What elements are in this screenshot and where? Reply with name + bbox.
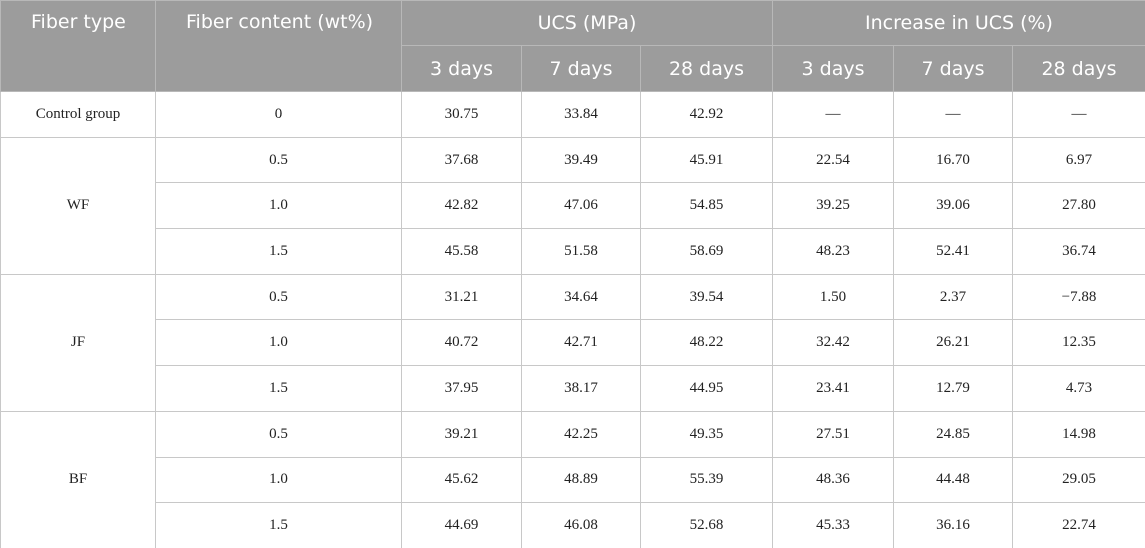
cell: 48.22 (640, 319, 773, 367)
cell: 16.70 (893, 136, 1013, 184)
table-row: 1.5 44.69 46.08 52.68 45.33 36.16 22.74 (1, 502, 1145, 548)
header-cell: Increase in UCS (%) (771, 0, 1145, 46)
cell: 36.74 (1011, 228, 1145, 275)
group-cell: WF (0, 136, 156, 275)
cell: 27.80 (1011, 182, 1145, 230)
cell: 39.21 (401, 410, 522, 458)
cell: 45.33 (772, 502, 894, 548)
header-cell: Fiber type (0, 0, 156, 92)
header-cell: 7 days (521, 45, 641, 92)
cell: 1.5 (155, 365, 402, 412)
cell: 42.71 (521, 319, 641, 367)
cell: — (772, 91, 894, 138)
header-cell: 7 days (893, 45, 1013, 92)
table-row: 1.0 42.82 47.06 54.85 39.25 39.06 27.80 (1, 182, 1145, 230)
cell: 37.68 (401, 136, 522, 184)
cell: 26.21 (893, 319, 1013, 367)
cell: 0.5 (155, 410, 402, 458)
cell: 1.5 (155, 228, 402, 275)
header-cell: 3 days (772, 45, 894, 92)
cell: 14.98 (1011, 410, 1145, 458)
cell: 48.89 (521, 456, 641, 504)
cell: 1.0 (155, 456, 402, 504)
cell: 47.06 (521, 182, 641, 230)
cell: 37.95 (401, 365, 522, 412)
cell: 42.25 (521, 410, 641, 458)
table-body: Control group 0 30.75 33.84 42.92— — — WF 0.5 37.… (0, 91, 1145, 548)
cell: 45.62 (401, 456, 522, 504)
cell: 34.64 (521, 273, 641, 321)
cell: 40.72 (401, 319, 522, 367)
cell: 1.5 (155, 502, 402, 548)
cell: −7.88 (1011, 273, 1145, 321)
cell: 48.23 (772, 228, 894, 275)
cell: 51.58 (521, 228, 641, 275)
cell: 42.82 (401, 182, 522, 230)
cell: 22.54 (772, 136, 894, 184)
cell: 44.69 (401, 502, 522, 548)
cell: 46.08 (521, 502, 641, 548)
cell: 45.58 (401, 228, 522, 275)
cell: 2.37 (893, 273, 1013, 321)
cell: — (893, 91, 1013, 138)
cell: 24.85 (893, 410, 1013, 458)
cell: 39.54 (640, 273, 773, 321)
cell: 38.17 (521, 365, 641, 412)
cell: 52.41 (893, 228, 1013, 275)
cell: 12.79 (893, 365, 1013, 412)
cell: 29.05 (1011, 456, 1145, 504)
cell: 30.75 (401, 91, 522, 138)
header-cell: 28 days (1011, 45, 1145, 92)
cell: 45.91 (640, 136, 773, 184)
cell: 44.95 (640, 365, 773, 412)
table-row: WF 0.5 37.68 39.49 45.91 22.54 16.70 6.97 (0, 136, 1145, 275)
cell: 39.49 (521, 136, 641, 184)
cell: 39.25 (772, 182, 894, 230)
cell: 31.21 (401, 273, 522, 321)
cell: 1.0 (155, 319, 402, 367)
cell: 58.69 (640, 228, 773, 275)
table-row: JF 0.5 31.21 34.64 39.54 1.50 2.37 −7.88 (0, 273, 1145, 412)
cell: 22.74 (1011, 502, 1145, 548)
header-cell: Fiber content (wt%) (155, 0, 402, 92)
cell: 49.35 (640, 410, 773, 458)
cell: 54.85 (640, 182, 773, 230)
cell: 0.5 (155, 136, 402, 184)
table-header: Fiber type Fiber content (wt%) UCS (MPa)… (0, 0, 1145, 92)
cell: 27.51 (772, 410, 894, 458)
cell: 44.48 (893, 456, 1013, 504)
table-row: 1.0 40.72 42.71 48.22 32.42 26.21 12.35 (1, 319, 1145, 367)
cell: 52.68 (640, 502, 773, 548)
table-row: 1.0 45.62 48.89 55.39 48.36 44.48 29.05 (1, 456, 1145, 504)
cell: 42.92 (640, 91, 773, 138)
cell: 36.16 (893, 502, 1013, 548)
cell: 39.06 (893, 182, 1013, 230)
cell: 4.73 (1011, 365, 1145, 412)
group-cell: BF (0, 410, 156, 548)
cell: 0.5 (155, 273, 402, 321)
group-cell: JF (0, 273, 156, 412)
cell: 23.41 (772, 365, 894, 412)
group-cell: Control group (0, 91, 156, 138)
cell: 1.0 (155, 182, 402, 230)
table-row: BF 0.5 39.21 42.25 49.35 27.51 24.85 14.98 (0, 410, 1145, 548)
cell: 48.36 (772, 456, 894, 504)
cell: 55.39 (640, 456, 773, 504)
table-row: 1.5 45.58 51.58 58.69 48.23 52.41 36.74 (1, 228, 1145, 275)
table-row: 1.5 37.95 38.17 44.95 23.41 12.79 4.73 (1, 365, 1145, 412)
cell: 1.50 (772, 273, 894, 321)
header-cell: 28 days (640, 45, 773, 92)
cell: 12.35 (1011, 319, 1145, 367)
table-row: Control group 0 30.75 33.84 42.92— — — (0, 91, 1145, 138)
header-cell: 3 days (401, 45, 522, 92)
cell: — (1011, 91, 1145, 138)
cell: 33.84 (521, 91, 641, 138)
cell: 32.42 (772, 319, 894, 367)
cell: 6.97 (1011, 136, 1145, 184)
cell: 0 (155, 91, 402, 138)
header-cell: UCS (MPa) (401, 0, 773, 46)
